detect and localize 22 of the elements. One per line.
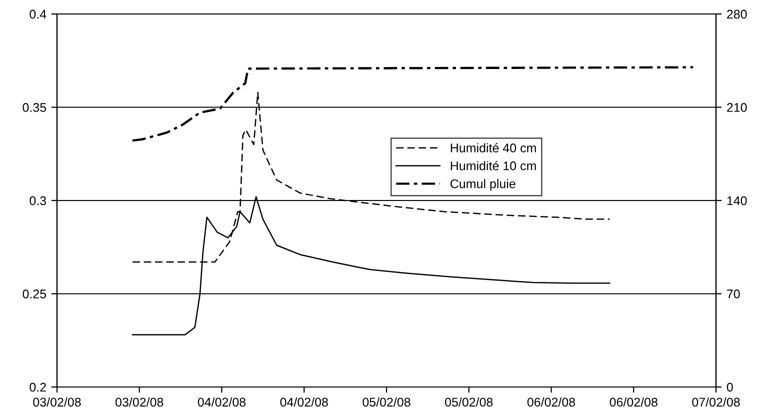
y2-tick-label: 140	[727, 196, 747, 206]
x-tick-label: 03/02/08	[33, 397, 81, 407]
y-tick-label: 0.3	[30, 196, 46, 206]
x-tick-label: 07/02/08	[692, 397, 740, 407]
x-tick-label: 04/02/08	[280, 397, 328, 407]
x-tick-label: 06/02/08	[527, 397, 576, 407]
x-tick-label: 05/02/08	[362, 397, 410, 407]
x-tick-label: 03/02/08	[116, 397, 164, 407]
y-tick-label: 0.2	[30, 382, 46, 392]
legend-label: Humidité 40 cm	[450, 143, 536, 152]
y-tick-label: 0.4	[30, 10, 46, 19]
x-tick-label: 04/02/08	[198, 397, 246, 407]
y-tick-label: 0.35	[22, 103, 46, 112]
y2-tick-label: 210	[727, 103, 747, 112]
x-tick-label: 05/02/08	[445, 397, 493, 407]
y-tick-label: 0.25	[22, 290, 46, 298]
y2-tick-label: 280	[727, 10, 747, 19]
legend-label: Cumul pluie	[450, 179, 516, 191]
legend-label: Humidité 10 cm	[450, 160, 536, 170]
x-tick-label: 06/02/08	[610, 397, 658, 407]
y2-tick-label: 70	[727, 290, 740, 298]
y2-tick-label: 0	[726, 382, 733, 392]
